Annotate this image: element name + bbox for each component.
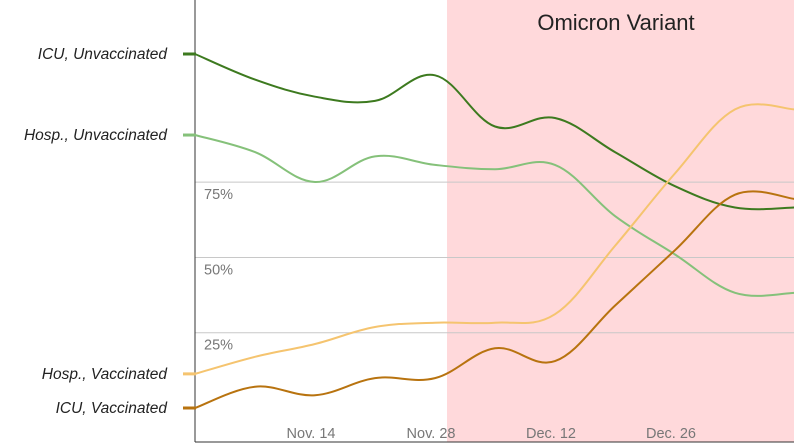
omicron-variant-label: Omicron Variant — [537, 10, 694, 35]
y-tick-label: 75% — [204, 187, 233, 203]
series-label-icu-vaccinated: ICU, Vaccinated — [56, 400, 169, 417]
grid — [195, 181, 794, 334]
x-tick-label: Dec. 12 — [526, 426, 576, 442]
series-lines — [194, 53, 794, 409]
series-labels: ICU, Unvaccinated Hosp., Unvaccinated Hosp… — [24, 46, 196, 417]
tick-labels: 25% 50% 75% Nov. 14 Nov. 28 Dec. 12 Dec. 26 — [204, 187, 696, 442]
x-tick-label: Nov. 28 — [407, 426, 456, 442]
x-tick-label: Dec. 26 — [646, 426, 696, 442]
series-line-hosp-unvaccinated — [194, 134, 794, 297]
series-label-icu-unvaccinated: ICU, Unvaccinated — [38, 46, 169, 63]
y-tick-label: 50% — [204, 262, 233, 278]
series-line-icu-unvaccinated — [194, 53, 794, 211]
series-label-hosp-vaccinated: Hosp., Vaccinated — [42, 366, 169, 383]
series-label-hosp-unvaccinated: Hosp., Unvaccinated — [24, 127, 168, 144]
series-line-hosp-vaccinated — [194, 103, 794, 375]
y-tick-label: 25% — [204, 338, 233, 354]
series-line-icu-vaccinated — [194, 190, 794, 409]
x-tick-label: Nov. 14 — [287, 426, 336, 442]
